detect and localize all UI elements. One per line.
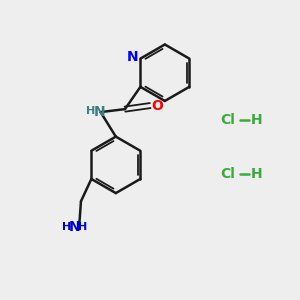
Text: Cl: Cl [220, 113, 235, 127]
Text: N: N [126, 50, 138, 64]
Text: H: H [250, 113, 262, 127]
Text: O: O [151, 99, 163, 112]
Text: H: H [86, 106, 96, 116]
Text: H: H [250, 167, 262, 181]
Text: H: H [62, 222, 72, 233]
Text: N: N [93, 105, 105, 119]
Text: H: H [78, 222, 88, 233]
Text: Cl: Cl [220, 167, 235, 181]
Text: N: N [69, 220, 81, 234]
